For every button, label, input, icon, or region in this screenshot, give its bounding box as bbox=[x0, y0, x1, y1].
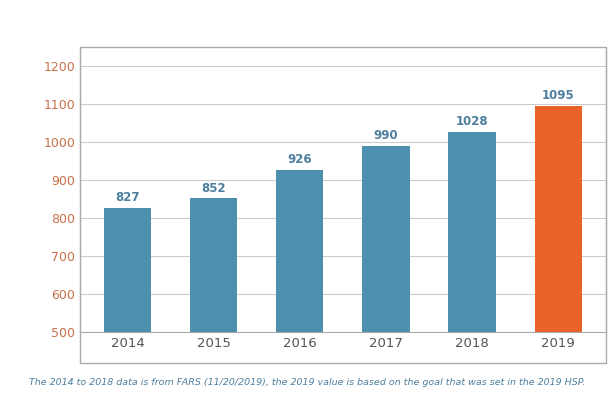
Text: 990: 990 bbox=[374, 129, 399, 142]
Text: 1028: 1028 bbox=[456, 115, 488, 128]
Bar bbox=[190, 198, 237, 395]
Bar bbox=[448, 132, 496, 395]
Text: 926: 926 bbox=[287, 154, 312, 166]
Bar bbox=[276, 170, 323, 395]
Text: 1095: 1095 bbox=[542, 89, 574, 102]
Text: 852: 852 bbox=[201, 182, 226, 194]
Text: The 2014 to 2018 data is from FARS (11/20/2019), the 2019 value is based on the : The 2014 to 2018 data is from FARS (11/2… bbox=[30, 378, 585, 387]
Bar bbox=[534, 106, 582, 395]
Text: 827: 827 bbox=[115, 191, 140, 204]
Bar bbox=[104, 208, 151, 395]
Text: C-5 ALCOHOL-IMPAIRED DRIVING FATALITIES (FARS) – FIVE-YEAR ROLLING AVERAGE: C-5 ALCOHOL-IMPAIRED DRIVING FATALITIES … bbox=[21, 16, 594, 29]
Bar bbox=[362, 146, 410, 395]
